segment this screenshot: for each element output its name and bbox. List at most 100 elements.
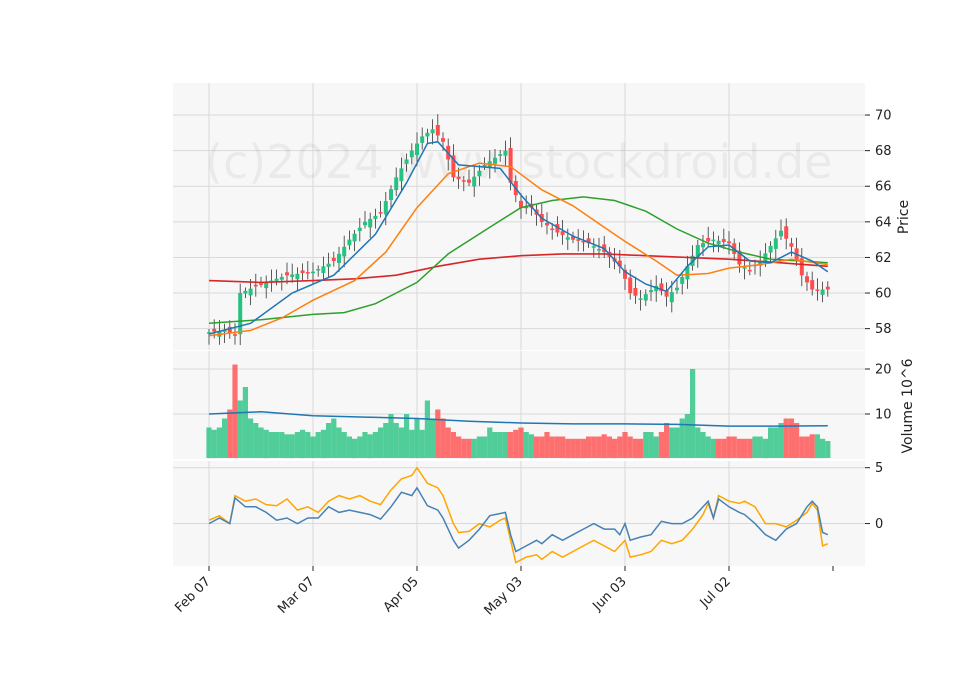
volume-bar xyxy=(352,438,358,459)
candle-body xyxy=(467,179,471,183)
candle-body xyxy=(404,159,409,164)
candle-body xyxy=(789,243,794,247)
volume-bar xyxy=(523,432,529,458)
candle-body xyxy=(321,266,326,273)
candle-body xyxy=(456,176,461,180)
volume-bar xyxy=(289,434,295,459)
candle-body xyxy=(555,224,560,233)
candle-body xyxy=(399,168,404,182)
volume-bar xyxy=(435,409,441,458)
candle-body xyxy=(441,138,445,142)
volume-bar xyxy=(653,436,659,458)
candle-body xyxy=(222,330,227,332)
volume-bar xyxy=(466,438,472,459)
volume-bar xyxy=(627,436,633,458)
volume-bar xyxy=(539,436,545,458)
oscillator-line-2 xyxy=(208,466,829,564)
candle-body xyxy=(550,228,555,230)
volume-bar xyxy=(565,438,571,459)
volume-bar xyxy=(710,438,716,459)
candle-body xyxy=(581,241,586,243)
volume-bar xyxy=(482,436,488,458)
candle-body xyxy=(701,243,705,248)
candle-body xyxy=(706,238,711,242)
candle-body xyxy=(820,289,825,295)
candle-body xyxy=(337,253,341,263)
volume-bar xyxy=(554,436,560,458)
volume-bar xyxy=(762,438,768,459)
volume-bar xyxy=(216,427,222,458)
volume-bar xyxy=(284,434,290,459)
candle-body xyxy=(643,294,648,301)
volume-bar xyxy=(669,427,675,458)
volume-bar xyxy=(326,423,332,458)
indicator-lines xyxy=(208,140,829,564)
volume-bar xyxy=(222,418,228,458)
candle-body xyxy=(737,250,742,265)
candle-body xyxy=(207,332,211,334)
volume-bar xyxy=(705,436,711,458)
volume-bar xyxy=(331,418,337,458)
candle-body xyxy=(591,246,596,248)
candle-body xyxy=(649,290,653,292)
volume-bar xyxy=(617,436,623,458)
volume-bar xyxy=(596,436,602,458)
volume-bar xyxy=(648,432,654,458)
candle-body xyxy=(565,237,570,240)
volume-bar xyxy=(825,441,831,458)
candle-body xyxy=(357,227,362,232)
candle-body xyxy=(685,266,690,280)
volume-bar xyxy=(211,429,217,459)
ma-medium-line xyxy=(208,162,828,337)
candle-body xyxy=(383,201,388,215)
oscillator-panel xyxy=(173,461,865,566)
candle-body xyxy=(628,277,633,294)
volume-bar xyxy=(248,418,254,458)
volume-bar xyxy=(461,438,467,459)
volume-ma-line xyxy=(208,411,828,427)
osc-tick-label: 0 xyxy=(875,517,883,532)
x-tick-label: Apr 05 xyxy=(381,574,422,615)
candle-body xyxy=(435,125,440,136)
candle-body xyxy=(264,282,269,289)
volume-bar xyxy=(378,427,384,458)
candle-body xyxy=(274,278,279,281)
volume-bar xyxy=(513,429,519,459)
candle-body xyxy=(747,269,752,272)
candle-body xyxy=(742,267,747,269)
volume-bar xyxy=(388,414,394,458)
volume-bar xyxy=(471,438,477,459)
candle-body xyxy=(425,132,430,137)
price-tick-label: 58 xyxy=(875,322,892,337)
candle-body xyxy=(477,170,482,177)
volume-bar xyxy=(253,423,259,458)
candle-body xyxy=(316,269,321,271)
candle-body xyxy=(394,177,399,191)
x-tick-label: Jun 03 xyxy=(590,574,630,614)
price-tick-label: 62 xyxy=(875,251,892,266)
candle-body xyxy=(238,293,243,335)
volume-bar xyxy=(757,436,763,458)
candle-body xyxy=(784,226,789,239)
ma-short-line xyxy=(208,140,829,335)
candle-body xyxy=(799,258,804,276)
candle-body xyxy=(519,200,523,208)
price-tick-label: 64 xyxy=(875,215,892,230)
volume-bar xyxy=(492,432,498,458)
osc-tick-label: 5 xyxy=(875,461,883,476)
volume-bar xyxy=(258,427,264,458)
watermark: (c)2024 www.stockdroid.de xyxy=(205,135,833,189)
candle-body xyxy=(503,150,508,156)
volume-bar xyxy=(263,429,269,459)
price-tick-label: 60 xyxy=(875,287,892,302)
candle-body xyxy=(675,287,679,291)
volume-bar xyxy=(320,429,326,459)
candle-body xyxy=(815,289,820,291)
candle-body xyxy=(347,239,352,246)
x-tick-label: Jul 02 xyxy=(697,574,734,611)
volume-bar xyxy=(315,432,321,458)
volume-bar xyxy=(445,427,451,458)
volume-bar xyxy=(518,427,524,458)
price-axis-label: Price xyxy=(896,200,912,234)
